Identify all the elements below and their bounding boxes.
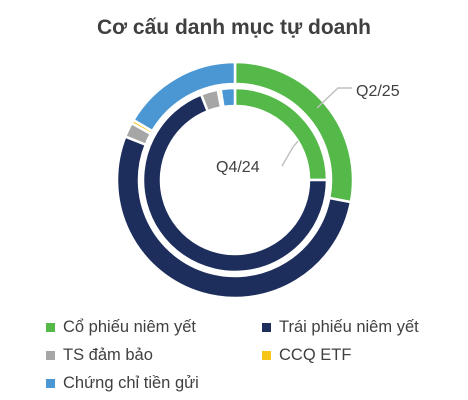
legend-swatch bbox=[262, 323, 271, 332]
outer-ring bbox=[115, 60, 355, 300]
legend-swatch bbox=[46, 351, 55, 360]
inner-ring bbox=[141, 86, 329, 274]
legend-swatch bbox=[46, 323, 55, 332]
legend-label: TS đảm bảo bbox=[63, 346, 153, 364]
legend-swatch bbox=[262, 351, 271, 360]
slice-outer-4 bbox=[131, 60, 237, 133]
inner-ring-leader-line bbox=[281, 140, 299, 167]
legend-item: CCQ ETF bbox=[262, 346, 351, 365]
legend-item: Chứng chỉ tiền gửi bbox=[46, 374, 199, 393]
legend-item: TS đảm bảo bbox=[46, 346, 153, 365]
legend-item: Trái phiếu niêm yết bbox=[262, 318, 419, 337]
legend-label: Cổ phiếu niêm yết bbox=[63, 318, 196, 336]
outer-ring-label: Q2/25 bbox=[356, 83, 400, 100]
donut-chart: Q2/25 Q4/24 bbox=[115, 60, 400, 300]
legend-label: Chứng chỉ tiền gửi bbox=[63, 374, 199, 392]
chart-title: Cơ cấu danh mục tự doanh bbox=[97, 16, 371, 39]
legend-item: Cổ phiếu niêm yết bbox=[46, 318, 196, 337]
legend-label: Trái phiếu niêm yết bbox=[279, 318, 419, 336]
legend-label: CCQ ETF bbox=[279, 346, 352, 364]
slice-inner-4 bbox=[219, 86, 237, 109]
legend-swatch bbox=[46, 379, 55, 388]
slice-inner-1 bbox=[141, 92, 329, 274]
inner-ring-label: Q4/24 bbox=[216, 159, 260, 176]
outer-ring-leader-line bbox=[316, 87, 352, 109]
